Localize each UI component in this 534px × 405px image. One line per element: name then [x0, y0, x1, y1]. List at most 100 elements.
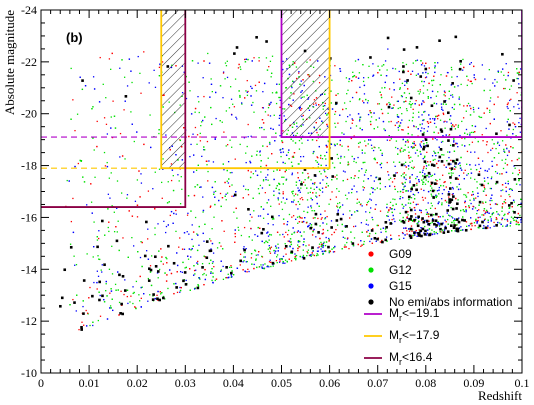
data-point: [205, 160, 208, 162]
data-point: [73, 255, 75, 257]
data-point: [220, 260, 222, 262]
data-point: [394, 68, 397, 70]
data-point: [99, 315, 102, 317]
data-point: [196, 184, 199, 186]
data-point: [420, 227, 422, 229]
data-point: [445, 221, 447, 223]
data-point: [352, 71, 354, 73]
data-point: [469, 132, 471, 134]
data-point: [251, 216, 253, 218]
data-point: [60, 296, 64, 300]
data-point: [188, 81, 190, 83]
data-point: [362, 180, 365, 182]
data-point: [359, 86, 361, 88]
data-point: [431, 229, 433, 231]
data-point: [330, 157, 333, 160]
y-tick-label: -12: [21, 314, 37, 328]
data-point: [212, 252, 215, 254]
data-point: [384, 81, 386, 84]
data-point: [429, 189, 432, 192]
data-point: [194, 186, 196, 188]
data-point: [478, 200, 482, 204]
data-point: [415, 46, 419, 49]
data-point: [170, 272, 173, 275]
data-point: [373, 180, 376, 182]
data-point: [422, 183, 424, 185]
data-point: [405, 190, 407, 192]
data-point: [351, 79, 353, 82]
data-point: [193, 265, 195, 267]
data-point: [278, 124, 280, 126]
data-point: [410, 225, 413, 227]
data-point: [200, 124, 202, 127]
data-point: [284, 243, 286, 245]
data-point: [175, 282, 177, 285]
data-point: [403, 237, 405, 239]
data-point: [380, 74, 382, 76]
data-point: [342, 213, 344, 216]
data-point: [362, 100, 364, 102]
data-point: [366, 204, 368, 206]
data-point: [267, 248, 269, 250]
data-point: [412, 116, 414, 119]
data-point: [131, 215, 134, 217]
data-point: [307, 249, 310, 251]
data-point: [374, 146, 376, 149]
data-point: [262, 145, 264, 147]
data-point: [436, 139, 438, 141]
data-point: [374, 158, 376, 161]
data-point: [517, 77, 519, 80]
data-point: [72, 197, 74, 200]
data-point: [211, 279, 213, 282]
data-point: [324, 250, 327, 253]
data-point: [290, 241, 292, 243]
data-point: [471, 125, 474, 127]
data-point: [259, 184, 261, 187]
data-point: [508, 207, 511, 209]
data-point: [367, 100, 369, 102]
data-point: [330, 102, 333, 104]
data-point: [409, 100, 411, 103]
data-point: [250, 257, 253, 259]
data-point: [140, 173, 142, 175]
data-point: [421, 227, 425, 231]
data-point: [363, 93, 366, 95]
data-point: [481, 160, 484, 162]
data-point: [394, 146, 397, 149]
data-point: [451, 230, 453, 232]
data-point: [465, 110, 467, 112]
data-point: [430, 163, 434, 167]
data-point: [292, 156, 295, 158]
data-point: [504, 213, 506, 216]
data-point: [102, 83, 104, 85]
data-point: [243, 246, 245, 248]
selection-box: [160, 10, 331, 170]
data-point: [361, 244, 363, 246]
data-point: [149, 294, 151, 296]
data-point: [311, 234, 314, 236]
data-point: [276, 169, 278, 171]
data-point: [469, 199, 471, 201]
data-point: [316, 202, 318, 205]
data-point: [412, 112, 414, 114]
data-point: [340, 155, 342, 158]
data-point: [292, 201, 294, 203]
data-point: [233, 211, 235, 213]
data-point: [127, 256, 129, 258]
data-point: [392, 214, 394, 217]
data-point: [325, 182, 328, 185]
data-point: [299, 246, 301, 248]
data-point: [379, 210, 382, 212]
data-point: [247, 268, 249, 270]
data-point: [98, 258, 100, 260]
data-point: [402, 48, 406, 51]
data-point: [110, 290, 113, 292]
data-point: [307, 176, 310, 178]
data-point: [327, 229, 329, 232]
data-point: [448, 98, 450, 100]
data-point: [370, 123, 372, 126]
data-point: [302, 181, 305, 183]
data-point: [477, 195, 479, 198]
data-point: [249, 161, 252, 164]
data-point: [455, 224, 457, 226]
